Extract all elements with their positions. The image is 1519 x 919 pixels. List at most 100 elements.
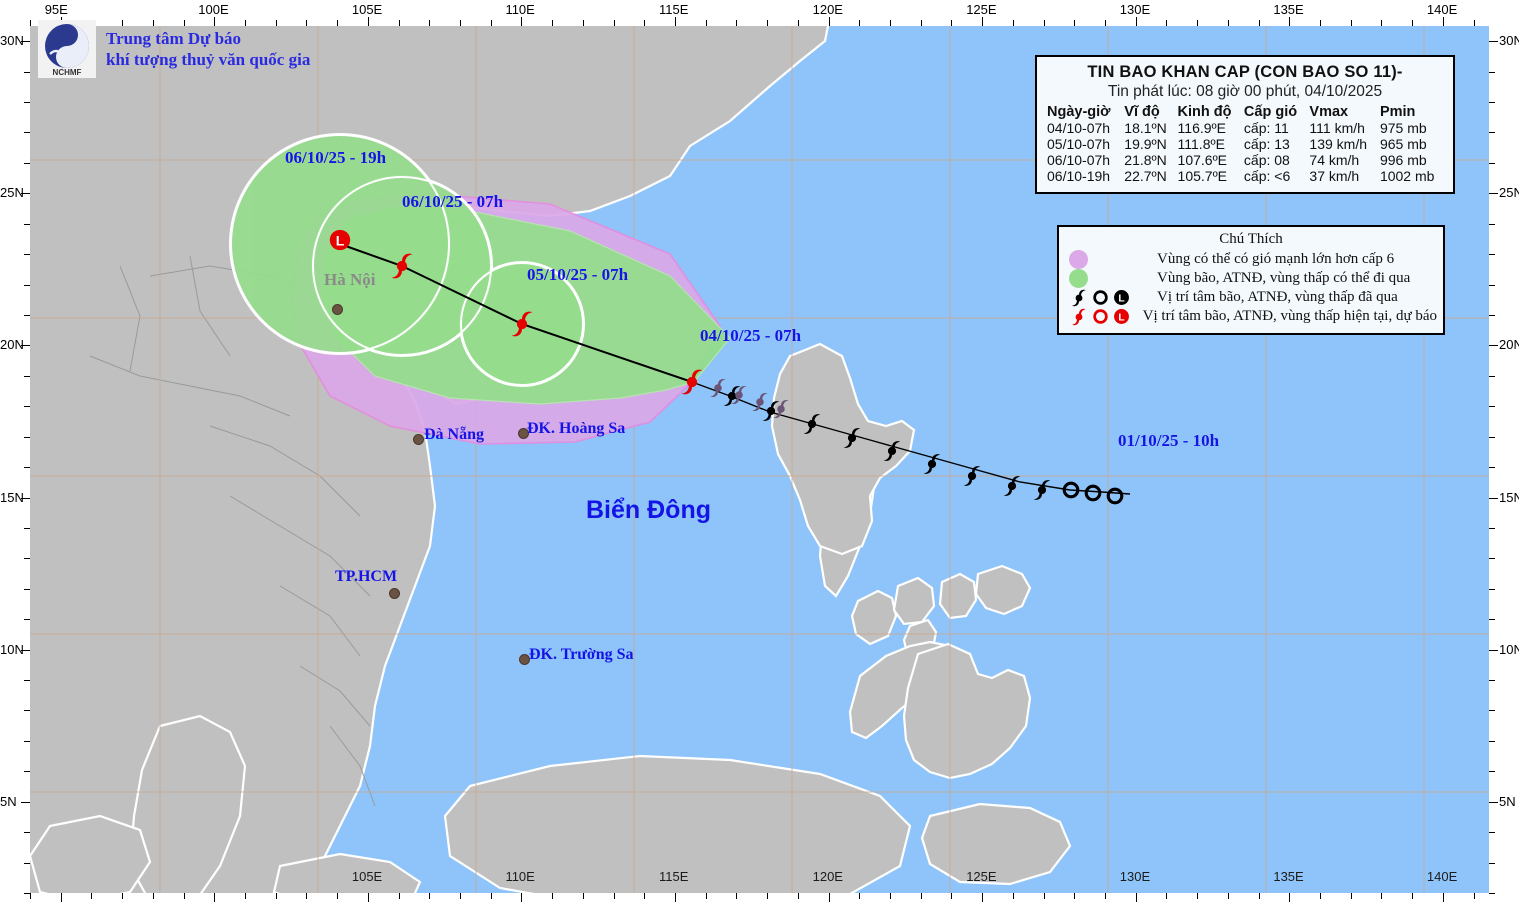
forecast-cell-datetime: 04/10-07h <box>1045 120 1122 136</box>
axis-tick <box>1489 528 1495 529</box>
axis-tick <box>644 893 645 899</box>
past-storm-marker-7 <box>1000 474 1024 498</box>
axis-tick <box>245 893 246 899</box>
axis-tick <box>767 893 768 899</box>
forecast-cell-lat: 22.7ºN <box>1122 168 1175 184</box>
forecast-cell-datetime: 06/10-07h <box>1045 152 1122 168</box>
axis-tick <box>552 893 553 899</box>
forecast-table-row: 06/10-19h22.7ºN105.7ºEcấp: <637 km/h1002… <box>1045 168 1445 184</box>
forecast-storm-marker-06-10-07h[interactable] <box>387 251 417 281</box>
city-dot-tphcm <box>389 588 400 599</box>
forecast-col-header-1: Vĩ độ <box>1122 104 1175 120</box>
axis-tick <box>1489 863 1495 864</box>
svg-text:L: L <box>336 233 345 249</box>
axis-tick <box>1489 558 1495 559</box>
organization-name: Trung tâm Dự báo khí tượng thuỷ văn quốc… <box>106 28 310 71</box>
forecast-cell-grade: cấp: 08 <box>1242 152 1307 168</box>
legend-title: Chú Thích <box>1065 231 1437 248</box>
lon-tick-label: 135E <box>1273 2 1303 17</box>
city-label-da-nang: Đà Nẵng <box>424 426 484 444</box>
forecast-cell-vmax: 111 km/h <box>1307 120 1378 136</box>
past-storm-marker-3 <box>840 426 864 450</box>
legend-symbol-black-storm-trio-icon: L <box>1065 288 1151 308</box>
logo-caption-text: NCHMF <box>53 68 82 77</box>
axis-tick <box>829 893 830 902</box>
bottom-lon-label: 135E <box>1273 869 1303 884</box>
axis-tick <box>153 893 154 899</box>
axis-tick <box>1166 893 1167 899</box>
forecast-cell-vmax: 74 km/h <box>1307 152 1378 168</box>
lat-tick-label: 25N <box>0 185 24 200</box>
city-dot-ha-noi <box>332 304 343 315</box>
axis-tick <box>1228 893 1229 899</box>
organization-header: NCHMF Trung tâm Dự báo khí tượng thuỷ vă… <box>38 20 310 78</box>
forecast-cell-lon: 105.7ºE <box>1176 168 1242 184</box>
axis-tick <box>1489 224 1495 225</box>
axis-tick <box>1197 893 1198 899</box>
bottom-lon-label: 105E <box>352 869 382 884</box>
forecast-cell-lon: 111.8ºE <box>1176 136 1242 152</box>
forecast-cell-lat: 19.9ºN <box>1122 136 1175 152</box>
bottom-lon-label: 110E <box>505 869 534 884</box>
lat-tick-label: 15N <box>1499 490 1519 505</box>
bulletin-info-box: TIN BAO KHAN CAP (CON BAO SO 11)- Tin ph… <box>1035 55 1455 194</box>
current-storm-marker-04-10-07h[interactable] <box>677 367 707 397</box>
axis-tick <box>614 893 615 899</box>
legend-label-3: Vị trí tâm bão, ATNĐ, vùng thấp hiện tại… <box>1143 308 1437 325</box>
lon-tick-label: 130E <box>1120 2 1150 17</box>
axis-tick <box>1013 893 1014 899</box>
axis-tick <box>1489 132 1495 133</box>
axis-tick <box>1489 102 1495 103</box>
lat-tick-label: 5N <box>0 794 17 809</box>
axis-tick <box>1136 893 1137 902</box>
axis-bottom-longitude <box>0 893 1519 919</box>
forecast-table-row: 06/10-07h21.8ºN107.6ºEcấp: 0874 km/h996 … <box>1045 152 1445 168</box>
forecast-cell-grade: cấp: 13 <box>1242 136 1307 152</box>
recent-storm-marker-3 <box>770 398 792 420</box>
axis-tick <box>1381 893 1382 899</box>
axis-tick <box>1289 893 1290 902</box>
forecast-low-marker-06-10-19h[interactable]: L <box>327 227 353 253</box>
axis-tick <box>1489 163 1495 164</box>
bottom-lon-label: 140E <box>1427 869 1457 884</box>
lat-tick-label: 10N <box>0 642 24 657</box>
lon-tick-label: 125E <box>966 2 996 17</box>
forecast-cell-pmin: 1002 mb <box>1378 168 1445 184</box>
forecast-col-header-0: Ngày-giờ <box>1045 104 1122 120</box>
lon-tick-label: 110E <box>505 2 534 17</box>
nchmf-logo-icon: NCHMF <box>38 20 96 78</box>
lon-tick-label: 140E <box>1427 2 1457 17</box>
forecast-cell-pmin: 965 mb <box>1378 136 1445 152</box>
axis-tick <box>706 893 707 899</box>
axis-tick <box>1489 254 1495 255</box>
axis-tick <box>1489 589 1495 590</box>
track-label-05-10-07h: 05/10/25 - 07h <box>527 265 628 285</box>
lat-tick-label: 30N <box>1499 33 1519 48</box>
axis-tick <box>491 893 492 899</box>
legend-label-1: Vùng bão, ATNĐ, vùng thấp có thể đi qua <box>1157 270 1410 287</box>
axis-right-latitude: 5N10N15N20N25N30N <box>1489 0 1519 919</box>
forecast-storm-marker-05-10-07h[interactable] <box>507 309 537 339</box>
forecast-cell-datetime: 06/10-19h <box>1045 168 1122 184</box>
city-label-truong-sa: ĐK. Trường Sa <box>529 646 634 664</box>
forecast-table-row: 05/10-07h19.9ºN111.8ºEcấp: 13139 km/h965… <box>1045 136 1445 152</box>
track-label-01-10-10h: 01/10/25 - 10h <box>1118 431 1219 451</box>
axis-tick <box>24 893 30 894</box>
axis-left-latitude: 5N10N15N20N25N30N <box>0 0 30 919</box>
legend-box: Chú Thích Vùng có thể có gió mạnh lớn hơ… <box>1057 225 1445 335</box>
axis-tick <box>1489 285 1495 286</box>
forecast-cell-lon: 107.6ºE <box>1176 152 1242 168</box>
axis-tick <box>184 893 185 899</box>
sea-label-bien-dong: Biển Đông <box>586 496 711 525</box>
forecast-cell-grade: cấp: <6 <box>1242 168 1307 184</box>
lon-tick-label: 115E <box>659 2 688 17</box>
svg-text:L: L <box>1118 294 1124 305</box>
lon-tick-label: 105E <box>352 2 382 17</box>
axis-tick <box>1489 741 1495 742</box>
forecast-col-header-2: Kinh độ <box>1176 104 1242 120</box>
lon-tick-label: 120E <box>813 2 843 17</box>
bulletin-title: TIN BAO KHAN CAP (CON BAO SO 11)- <box>1045 63 1445 82</box>
axis-tick <box>30 893 31 899</box>
axis-tick <box>521 893 522 902</box>
city-label-ha-noi: Hà Nội <box>324 270 375 290</box>
